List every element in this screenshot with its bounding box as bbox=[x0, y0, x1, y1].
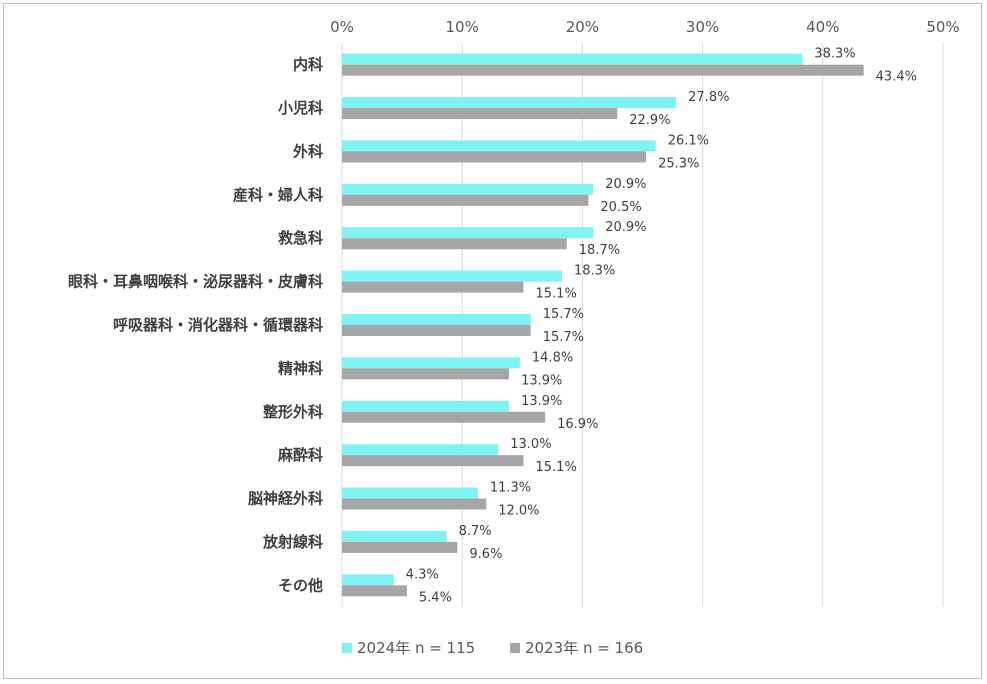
data-label-2023: 15.1% bbox=[536, 460, 577, 475]
bar-2023 bbox=[342, 151, 647, 163]
bar-2023 bbox=[342, 455, 524, 467]
category-label: 内科 bbox=[293, 56, 323, 74]
data-label-2023: 5.4% bbox=[419, 590, 452, 605]
data-label-2024: 26.1% bbox=[668, 133, 709, 148]
bar-2024 bbox=[342, 530, 447, 542]
data-label-2024: 20.9% bbox=[605, 177, 646, 192]
category-label: 産科・婦人科 bbox=[233, 186, 323, 204]
bar-2023 bbox=[342, 368, 510, 380]
bar-2024 bbox=[342, 227, 594, 239]
bar-2023 bbox=[342, 325, 531, 336]
bar-2024 bbox=[342, 357, 520, 369]
legend-swatch bbox=[510, 643, 520, 653]
category-label: 小児科 bbox=[278, 99, 323, 117]
category-label: 呼吸器科・消化器科・循環器科 bbox=[113, 316, 323, 334]
bar-2024 bbox=[342, 314, 531, 325]
data-label-2024: 14.8% bbox=[532, 350, 573, 365]
bar-2024 bbox=[342, 183, 594, 195]
bar-2024 bbox=[342, 97, 677, 109]
bar-2023 bbox=[342, 64, 864, 76]
category-label: 眼科・耳鼻咽喉科・泌尿器科・皮膚科 bbox=[68, 273, 323, 291]
data-label-2024: 27.8% bbox=[688, 90, 729, 105]
legend-label: 2023年 n = 166 bbox=[525, 639, 643, 657]
category-label: 整形外科 bbox=[263, 403, 323, 421]
data-label-2023: 12.0% bbox=[498, 504, 539, 519]
bar-2024 bbox=[342, 400, 510, 412]
bar-2024 bbox=[342, 140, 656, 152]
category-label: 脳神経外科 bbox=[248, 490, 323, 508]
bar-2024 bbox=[342, 270, 562, 282]
data-label-2024: 11.3% bbox=[490, 481, 531, 496]
bar-2023 bbox=[342, 194, 589, 206]
x-tick-label: 0% bbox=[330, 18, 354, 36]
x-tick-label: 50% bbox=[926, 18, 959, 36]
data-label-2024: 38.3% bbox=[814, 47, 855, 62]
category-label: 救急科 bbox=[278, 229, 323, 247]
bar-2023 bbox=[342, 238, 567, 250]
legend-swatch bbox=[342, 643, 352, 653]
bar-2024 bbox=[342, 487, 478, 499]
x-tick-label: 30% bbox=[686, 18, 719, 36]
category-label: 外科 bbox=[292, 142, 323, 160]
x-tick-label: 40% bbox=[806, 18, 839, 36]
data-label-2024: 13.0% bbox=[510, 437, 551, 452]
data-label-2023: 20.5% bbox=[600, 200, 641, 215]
bar-2024 bbox=[342, 444, 499, 456]
data-label-2023: 25.3% bbox=[658, 156, 699, 171]
category-label: 放射線科 bbox=[262, 533, 323, 551]
category-label: 麻酔科 bbox=[277, 446, 323, 464]
category-label: その他 bbox=[278, 576, 323, 594]
data-label-2023: 22.9% bbox=[629, 113, 670, 128]
legend-label: 2024年 n = 115 bbox=[357, 639, 475, 657]
data-label-2024: 15.7% bbox=[543, 307, 584, 322]
bar-2023 bbox=[342, 411, 546, 423]
data-label-2023: 15.7% bbox=[543, 330, 584, 345]
data-label-2023: 15.1% bbox=[536, 287, 577, 302]
data-label-2024: 13.9% bbox=[521, 394, 562, 409]
x-tick-label: 10% bbox=[446, 18, 479, 36]
x-tick-label: 20% bbox=[566, 18, 599, 36]
bar-2024 bbox=[342, 53, 803, 65]
bar-2023 bbox=[342, 585, 407, 597]
bar-2024 bbox=[342, 574, 394, 586]
data-label-2024: 20.9% bbox=[605, 220, 646, 235]
data-label-2023: 18.7% bbox=[579, 243, 620, 258]
bar-2023 bbox=[342, 108, 618, 120]
data-label-2024: 4.3% bbox=[406, 567, 439, 582]
data-label-2023: 43.4% bbox=[876, 70, 917, 85]
data-label-2023: 16.9% bbox=[557, 417, 598, 432]
data-label-2023: 9.6% bbox=[469, 547, 502, 562]
data-label-2023: 13.9% bbox=[521, 373, 562, 388]
bar-2023 bbox=[342, 541, 458, 553]
bar-2023 bbox=[342, 498, 487, 510]
data-label-2024: 8.7% bbox=[459, 524, 492, 539]
data-label-2024: 18.3% bbox=[574, 264, 615, 279]
bar-2023 bbox=[342, 281, 524, 293]
category-label: 精神科 bbox=[278, 359, 323, 377]
